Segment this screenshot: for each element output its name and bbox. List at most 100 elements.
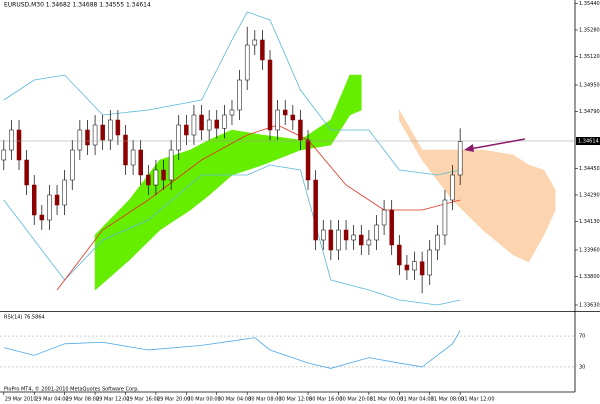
candle-body (336, 229, 341, 251)
y-tick-label: 1.33800 (579, 274, 600, 280)
candle-body (419, 261, 425, 276)
candle-body (282, 109, 288, 116)
candle-body (222, 114, 227, 129)
x-tick-label: 31 Mar 08:00 (431, 397, 464, 403)
candle-body (54, 194, 60, 206)
candle-body (359, 234, 364, 246)
current-price-box (576, 137, 600, 145)
candle-body (138, 149, 143, 176)
candle-body (191, 114, 197, 136)
candle-body (130, 149, 136, 166)
candle-body (229, 109, 235, 116)
candle-body (31, 184, 37, 216)
annotation-arrow (469, 138, 526, 150)
y-tick-label: 1.34950 (579, 83, 600, 89)
candle-body (320, 229, 326, 241)
candle-body (260, 39, 265, 61)
candle-body (275, 109, 280, 131)
x-tick-label: 30 Mar 20:00 (339, 397, 372, 403)
candle-body (237, 79, 242, 111)
candle-body (404, 264, 410, 271)
candle-body (153, 169, 159, 186)
candle-body (343, 229, 349, 241)
candle-body (381, 209, 387, 226)
candle-body (62, 179, 67, 206)
candle-body (298, 119, 303, 141)
rsi-tick-label: 30 (579, 364, 585, 370)
y-tick-label: 1.35120 (579, 54, 600, 60)
candle-body (1, 149, 7, 161)
chart-title: EURUSD,M30 1.34682 1.34688 1.34555 1.346… (4, 2, 151, 9)
candle-body (397, 244, 402, 266)
candle-body (389, 209, 394, 246)
candle-body (214, 119, 220, 129)
candle-body (123, 134, 128, 166)
x-tick-label: 31 Mar 04:00 (400, 397, 433, 403)
rsi-title: RSI(14) 76.5864 (4, 315, 45, 321)
candle-body (146, 174, 151, 186)
candle-body (176, 124, 181, 151)
y-tick-label: 1.35280 (579, 28, 600, 34)
y-tick-label: 1.34290 (579, 193, 600, 199)
rsi-tick-label: 70 (579, 334, 585, 340)
candle-body (351, 234, 356, 241)
x-tick-label: 30 Mar 16:00 (309, 397, 342, 403)
x-tick-label: 31 Mar 00:00 (370, 397, 403, 403)
candle-body (374, 224, 379, 241)
candle-body (442, 199, 448, 236)
x-tick-label: 30 Mar 00:00 (187, 397, 220, 403)
candle-body (92, 124, 98, 146)
candle-body (457, 141, 463, 176)
current-price-label: 1.34614 (578, 139, 599, 145)
x-tick-label: 30 Mar 04:00 (218, 397, 251, 403)
rsi-line (3, 330, 461, 369)
y-tick-label: 1.34450 (579, 166, 600, 172)
x-tick-label: 29 Mar 08:00 (66, 397, 99, 403)
candle-body (305, 139, 311, 181)
x-tick-label: 29 Mar 12:00 (96, 397, 129, 403)
candle-body (77, 129, 83, 151)
x-tick-label: 31 Mar 12:00 (461, 397, 494, 403)
candle-body (24, 159, 29, 186)
candle-body (161, 169, 166, 181)
arrow-head (464, 144, 474, 152)
candle-body (267, 59, 273, 131)
x-tick-label: 29 Mar 16:00 (126, 397, 159, 403)
candle-body (366, 239, 372, 246)
indicator-line (3, 11, 461, 176)
candle-body (85, 129, 90, 146)
y-tick-label: 1.34130 (579, 219, 600, 225)
candle-body (244, 44, 250, 81)
y-tick-label: 1.33960 (579, 248, 600, 254)
candle-body (184, 124, 189, 136)
candle-body (206, 119, 212, 131)
candle-body (252, 39, 258, 46)
candle-body (199, 114, 204, 131)
candle-body (450, 174, 455, 201)
x-tick-label: 29 Mar 20:00 (157, 397, 190, 403)
indicator-line (3, 164, 461, 306)
footer: PloPro MT4, © 2001-2010 MetaQuotes Softw… (4, 386, 139, 393)
candle-body (427, 249, 432, 276)
x-tick-label: 29 Mar 2010 (5, 397, 37, 403)
candle-body (313, 179, 318, 241)
candle-body (16, 129, 22, 161)
candle-body (290, 114, 296, 121)
candle-body (39, 214, 45, 221)
candle-body (100, 124, 105, 141)
candle-body (70, 149, 75, 181)
y-tick-label: 1.33630 (579, 303, 600, 309)
candle-body (435, 234, 440, 251)
x-tick-label: 30 Mar 08:00 (248, 397, 281, 403)
candle-body (9, 129, 14, 151)
x-tick-label: 29 Mar 04:00 (35, 397, 68, 403)
candle-body (108, 119, 113, 141)
y-tick-label: 1.35440 (579, 1, 600, 7)
candle-body (47, 194, 52, 221)
candle-body (412, 261, 417, 271)
y-tick-label: 1.34790 (579, 109, 600, 115)
candle-body (168, 149, 174, 181)
x-tick-label: 30 Mar 12:00 (279, 397, 312, 403)
